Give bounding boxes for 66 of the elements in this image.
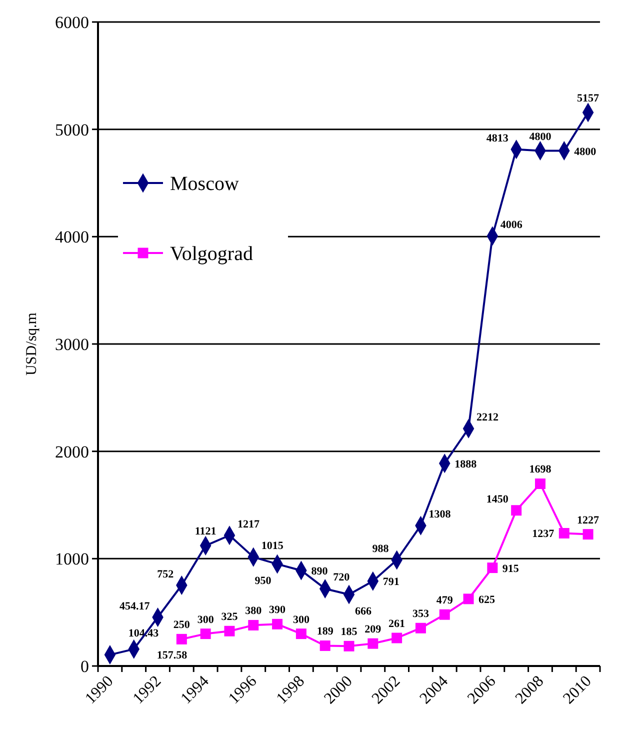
data-label: 454.17 [120,600,150,612]
point [511,505,522,516]
point [463,594,474,604]
data-label: 1015 [261,540,284,552]
data-label: 720 [333,572,350,584]
data-label: 752 [157,568,174,580]
data-label: 185 [340,626,358,638]
data-label: 1450 [486,493,509,506]
data-label: 300 [292,614,310,626]
data-label: 1227 [577,514,600,526]
data-label: 157.58 [156,649,188,662]
point [415,622,426,634]
data-label: 988 [372,542,390,555]
y-tick-label: 2000 [55,442,89,462]
data-label: 1888 [454,458,478,470]
point [344,640,354,652]
data-label: 625 [478,594,496,606]
point [248,620,259,630]
data-label: 5157 [577,92,600,104]
data-label: 890 [311,565,328,578]
data-label: 950 [254,575,272,588]
point [200,628,211,640]
data-label: 4813 [486,132,509,144]
point [176,634,187,644]
data-label: 300 [197,614,214,626]
point [582,529,594,540]
data-label: 1237 [532,528,555,540]
data-label: 261 [388,618,406,630]
y-tick-label: 0 [80,657,89,676]
data-label: 1121 [194,526,216,538]
data-label: 1308 [428,508,452,521]
y-tick-label: 6000 [55,13,89,32]
data-label: 250 [173,619,190,632]
data-label: 4800 [574,146,597,158]
data-label: 209 [364,624,382,636]
data-label: 4006 [500,219,523,232]
point [487,562,498,574]
legend-label: Volgograd [170,243,253,265]
legend-label: Moscow [170,173,240,195]
data-label: 479 [436,594,454,607]
point [558,528,570,538]
y-tick-label: 3000 [55,335,89,354]
point [224,626,235,636]
y-axis-title: USD/sq.m [24,312,40,376]
data-label: 353 [412,608,430,620]
point [534,478,546,489]
data-label: 2212 [476,412,500,424]
point [296,628,306,640]
point [320,640,330,651]
data-label: 390 [269,604,286,616]
y-tick-label: 4000 [55,228,89,247]
y-tick-label: 5000 [55,120,89,140]
data-label: 915 [502,562,520,575]
point [272,618,283,630]
data-label: 1217 [237,518,260,530]
data-label: 189 [316,626,334,638]
data-label: 325 [221,611,238,624]
data-label: 380 [245,605,262,618]
point [368,638,378,649]
y-tick-label: 1000 [55,550,89,569]
data-label: 666 [355,606,372,618]
point [439,609,450,620]
data-label: 4800 [529,130,552,143]
data-label: 791 [382,576,400,588]
point [392,632,402,644]
data-label: 1698 [529,464,552,476]
